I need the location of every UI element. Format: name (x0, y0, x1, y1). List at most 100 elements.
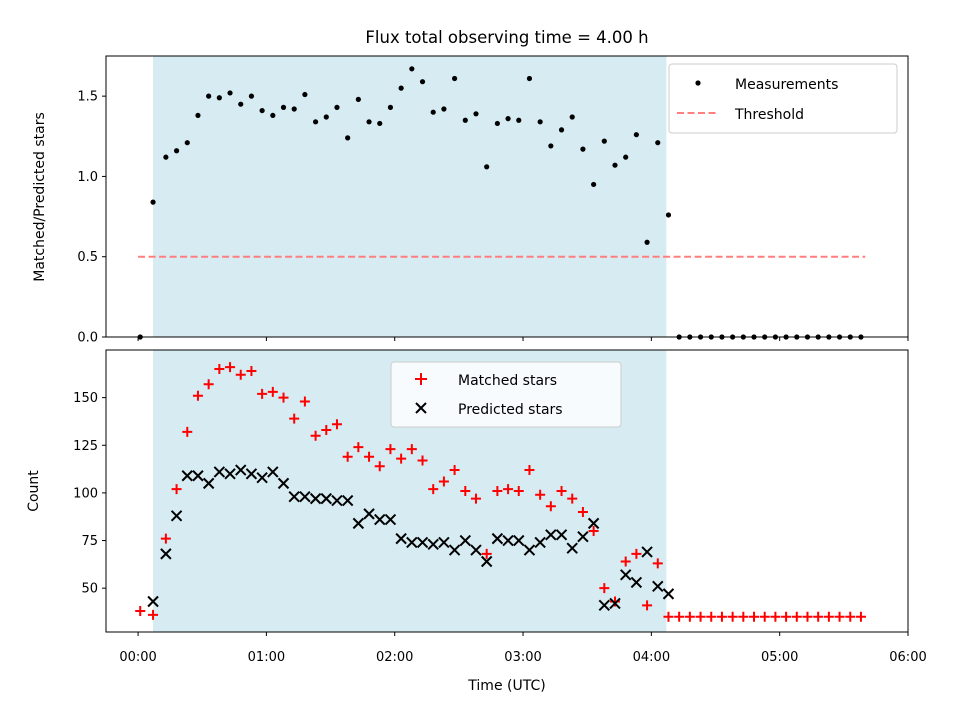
predicted-star-point (341, 494, 354, 507)
matched-star-point (610, 596, 621, 607)
matched-star-point (759, 611, 770, 622)
matched-star-point (267, 386, 278, 397)
top-observing-window (153, 56, 667, 337)
matched-star-point (278, 392, 289, 403)
measurement-point (441, 106, 447, 112)
matched-star-point (631, 548, 642, 559)
measurement-point (163, 154, 169, 160)
measurement-point (526, 75, 533, 82)
predicted-star-point (288, 491, 300, 503)
matched-star-point (813, 611, 824, 622)
predicted-star-point (406, 536, 418, 549)
matched-star-point (470, 493, 481, 504)
predicted-star-point (523, 544, 536, 556)
matched-star-point (364, 451, 375, 462)
measurement-point (580, 146, 586, 152)
measurement-point (505, 116, 511, 122)
measurement-point (633, 132, 639, 138)
predicted-star-point (641, 546, 653, 558)
matched-star-point (791, 611, 802, 622)
predicted-star-point (256, 471, 268, 484)
x-tick-label: 01:00 (248, 650, 285, 665)
predicted-star-point (320, 492, 332, 505)
bottom-y-axis-label: Count (26, 470, 42, 512)
predicted-star-point (416, 536, 429, 549)
measurement-point (312, 119, 319, 125)
measurement-point (419, 79, 426, 85)
top-legend-box (668, 63, 898, 134)
matched-star-point (492, 486, 503, 496)
matched-star-point (135, 606, 146, 617)
matched-star-point (716, 611, 727, 622)
measurement-point (462, 117, 468, 123)
predicted-star-point (363, 508, 375, 520)
matched-star-point (834, 611, 845, 622)
measurement-point (516, 117, 522, 123)
matched-star-point (235, 369, 246, 380)
matched-star-point (706, 611, 717, 622)
predicted-star-point (566, 542, 578, 554)
matched-star-point (353, 442, 364, 453)
matched-star-point (695, 611, 706, 622)
measurement-point (184, 140, 190, 146)
predicted-star-point (630, 576, 643, 589)
bottom-y-tick-label: 100 (73, 486, 98, 501)
predicted-star-point (609, 597, 621, 610)
predicted-star-point (587, 517, 600, 530)
measurement-point (644, 239, 650, 245)
predicted-star-point (619, 569, 632, 581)
legend-measurements-label: Measurements (735, 77, 838, 93)
measurement-point (377, 120, 383, 127)
measurement-point (195, 112, 201, 119)
matched-star-point (802, 611, 813, 622)
measurement-point (150, 199, 156, 205)
matched-star-point (182, 426, 193, 437)
bottom-y-tick-label: 125 (73, 439, 98, 454)
x-tick-label: 06:00 (889, 650, 926, 665)
matched-star-point (845, 611, 856, 622)
matched-star-point (171, 484, 182, 495)
predicted-star-point (395, 532, 407, 545)
matched-star-point (545, 501, 556, 512)
measurement-point (270, 112, 276, 119)
predicted-star-point (534, 536, 546, 549)
matched-star-point (160, 533, 171, 544)
measurement-point (494, 120, 500, 127)
matched-star-point (203, 379, 214, 390)
matched-star-point (321, 425, 332, 436)
predicted-star-point (147, 595, 159, 608)
predicted-star-point (245, 468, 258, 480)
predicted-star-point (352, 517, 365, 530)
predicted-star-point (502, 534, 514, 547)
matched-star-point (374, 461, 385, 472)
bottom-axes-frame (105, 349, 909, 633)
legend-predicted-label: Predicted stars (458, 402, 563, 418)
top-x-ticks (137, 337, 909, 341)
matched-star-point (503, 484, 514, 495)
predicted-star-point (277, 477, 290, 490)
predicted-star-point (170, 510, 183, 522)
matched-star-point (396, 453, 407, 464)
matched-star-point (620, 556, 631, 567)
measurement-point (216, 95, 222, 101)
predicted-star-point (545, 529, 557, 541)
matched-star-point (417, 455, 428, 466)
measurement-point (612, 162, 618, 168)
chart-title: Flux total observing time = 4.00 h (365, 28, 648, 47)
predicted-star-point (309, 492, 322, 505)
matched-star-point (823, 611, 834, 622)
matched-star-point (214, 364, 225, 375)
predicted-star-point (491, 532, 504, 545)
matched-star-point (513, 486, 524, 496)
top-marks (137, 66, 866, 340)
x-tick-label: 04:00 (633, 650, 670, 665)
measurement-point (259, 107, 265, 114)
predicted-star-point (480, 555, 493, 568)
matched-star-point (588, 526, 599, 537)
matched-star-point (663, 611, 674, 622)
matched-star-point (342, 451, 353, 462)
matched-star-point (385, 444, 396, 455)
matched-star-point (192, 390, 203, 401)
bottom-marks (135, 362, 866, 622)
measurement-point (227, 90, 233, 96)
